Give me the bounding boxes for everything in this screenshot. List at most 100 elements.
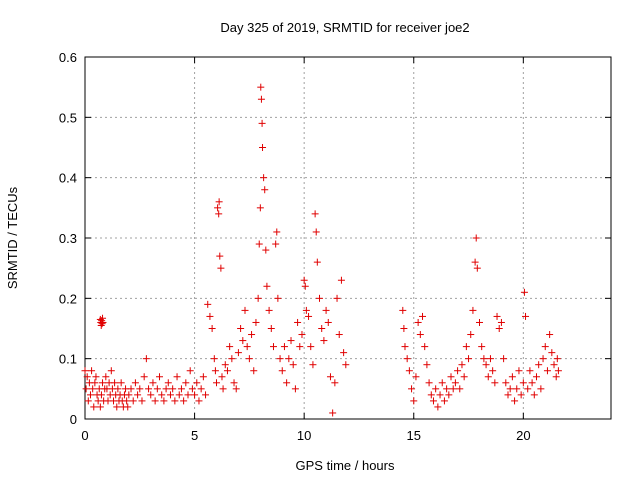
y-tick-label: 0.4 <box>59 171 77 186</box>
data-point <box>215 198 223 206</box>
data-point <box>215 210 223 218</box>
data-point <box>191 391 199 399</box>
data-point <box>399 306 407 314</box>
data-point <box>162 385 170 393</box>
data-point <box>517 391 525 399</box>
data-point <box>502 379 510 387</box>
data-point <box>206 312 214 320</box>
data-point <box>511 397 519 405</box>
data-point <box>478 343 486 351</box>
data-point <box>309 361 317 369</box>
data-point <box>305 312 313 320</box>
data-point <box>462 343 470 351</box>
data-point <box>337 276 345 284</box>
data-point <box>259 144 267 151</box>
data-point <box>469 306 477 314</box>
data-point <box>107 367 115 375</box>
data-point <box>193 379 201 387</box>
data-point <box>241 306 249 314</box>
data-point <box>86 391 94 399</box>
y-tick-label: 0.3 <box>59 231 77 246</box>
data-point <box>158 391 166 399</box>
data-point <box>280 343 288 351</box>
data-point <box>223 367 231 375</box>
data-point <box>443 385 451 393</box>
data-point <box>182 379 190 387</box>
y-axis-label: SRMTID / TECUs <box>5 186 20 289</box>
data-point <box>287 337 295 345</box>
data-point <box>127 385 135 393</box>
data-point <box>482 361 490 369</box>
data-point <box>258 119 266 127</box>
data-point <box>265 306 273 314</box>
data-point <box>500 355 508 363</box>
data-points <box>81 83 562 417</box>
data-point <box>82 385 90 393</box>
data-point <box>489 367 497 375</box>
data-point <box>204 300 212 308</box>
data-point <box>272 240 280 248</box>
data-point <box>311 210 319 218</box>
data-point <box>541 343 549 351</box>
x-axis-label: GPS time / hours <box>296 458 395 473</box>
data-point <box>186 367 194 375</box>
data-point <box>312 228 320 236</box>
data-point <box>333 294 341 302</box>
data-point <box>131 379 139 387</box>
data-point <box>140 373 148 381</box>
data-point <box>421 343 429 351</box>
data-point <box>283 379 291 387</box>
data-point <box>134 391 142 399</box>
data-point <box>412 373 420 381</box>
data-point <box>160 397 168 405</box>
data-point <box>217 264 225 272</box>
data-point <box>400 325 408 332</box>
data-point <box>218 373 226 381</box>
data-point <box>263 282 271 290</box>
data-point <box>322 306 330 314</box>
data-point <box>504 391 512 399</box>
data-point <box>425 379 433 387</box>
data-point <box>202 391 210 399</box>
data-point <box>210 355 218 363</box>
data-point <box>320 337 328 345</box>
data-point <box>342 361 350 369</box>
data-point <box>92 373 100 381</box>
data-point <box>554 367 562 375</box>
data-point <box>497 318 505 326</box>
data-point <box>89 385 97 393</box>
data-point <box>171 397 179 405</box>
data-point <box>329 409 337 417</box>
data-point <box>149 379 157 387</box>
data-point <box>318 325 326 332</box>
data-point <box>491 379 499 387</box>
data-point <box>237 325 245 332</box>
data-point <box>211 367 219 375</box>
data-point <box>454 367 462 375</box>
data-point <box>508 373 516 381</box>
data-point <box>117 379 125 387</box>
data-point <box>456 385 464 393</box>
data-point <box>550 361 558 369</box>
data-point <box>316 294 324 302</box>
data-point <box>515 367 523 375</box>
data-point <box>548 349 556 357</box>
data-point <box>111 379 119 387</box>
data-point <box>245 355 253 363</box>
data-point <box>256 204 264 212</box>
data-point <box>331 379 339 387</box>
y-tick-label: 0.2 <box>59 291 77 306</box>
data-point <box>486 355 494 363</box>
data-point <box>147 391 155 399</box>
data-point <box>326 373 334 381</box>
data-point <box>228 355 236 363</box>
data-point <box>401 343 409 351</box>
data-point <box>99 379 107 387</box>
data-point <box>434 403 442 411</box>
data-point <box>145 385 153 393</box>
data-point <box>151 397 159 405</box>
data-point <box>472 234 480 242</box>
data-point <box>114 385 122 393</box>
data-point <box>199 373 207 381</box>
